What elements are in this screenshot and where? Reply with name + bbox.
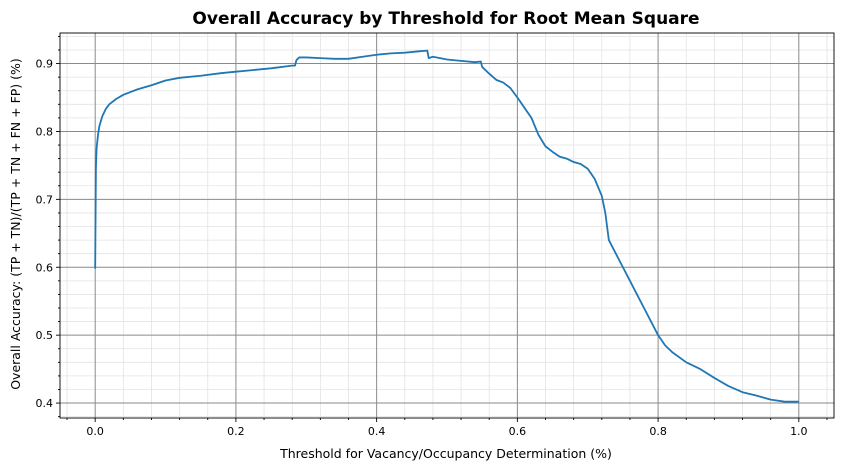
x-tick-label: 0.6 xyxy=(509,425,527,438)
x-tick-label: 0.8 xyxy=(649,425,667,438)
y-axis-label: Overall Accuracy: (TP + TN)/(TP + TN + F… xyxy=(8,58,23,390)
x-axis-label: Threshold for Vacancy/Occupancy Determin… xyxy=(279,446,612,461)
series-layer xyxy=(94,49,799,403)
minor-grid xyxy=(60,33,834,418)
x-tick-label: 0.0 xyxy=(86,425,104,438)
y-tick-label: 0.6 xyxy=(36,261,54,274)
y-tick-label: 0.9 xyxy=(36,58,54,71)
y-tick-label: 0.5 xyxy=(36,329,54,342)
tick-labels: 0.0 0.2 0.4 0.6 0.8 1.0 0.4 0.5 0.6 0.7 0.8 0.9 xyxy=(36,58,808,438)
accuracy-series-line xyxy=(94,49,799,403)
axis-ticks xyxy=(56,35,828,422)
x-tick-label: 0.2 xyxy=(227,425,245,438)
y-tick-label: 0.8 xyxy=(36,125,54,138)
y-tick-label: 0.7 xyxy=(36,193,54,206)
x-tick-label: 0.4 xyxy=(368,425,386,438)
major-grid xyxy=(60,33,834,418)
y-tick-label: 0.4 xyxy=(36,397,54,410)
chart-title: Overall Accuracy by Threshold for Root M… xyxy=(192,9,699,29)
x-tick-label: 1.0 xyxy=(790,425,808,438)
plot-frame xyxy=(59,32,835,419)
